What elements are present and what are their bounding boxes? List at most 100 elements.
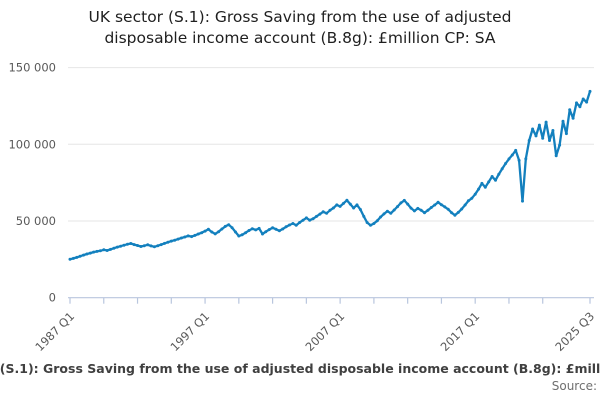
series-point bbox=[301, 218, 305, 222]
series-point bbox=[477, 187, 481, 191]
series-point bbox=[365, 221, 369, 224]
series-point bbox=[176, 237, 180, 241]
series-point bbox=[98, 249, 102, 253]
series-point bbox=[274, 227, 278, 231]
series-point bbox=[213, 232, 217, 236]
series-point bbox=[240, 233, 244, 237]
series-point bbox=[537, 123, 541, 127]
y-axis-tick-label: 100 000 bbox=[8, 137, 56, 151]
series-point bbox=[429, 206, 433, 209]
series-point bbox=[348, 202, 352, 206]
series-point bbox=[78, 254, 82, 258]
series-point bbox=[88, 251, 92, 255]
series-point bbox=[152, 245, 156, 249]
series-point bbox=[369, 223, 372, 227]
series-point bbox=[203, 229, 207, 233]
series-point bbox=[558, 143, 562, 147]
series-point bbox=[433, 203, 437, 207]
x-axis-tick-label: 2017 Q1 bbox=[438, 309, 483, 354]
series-point bbox=[439, 203, 443, 207]
series-point bbox=[139, 245, 143, 248]
series-point bbox=[321, 210, 325, 214]
series-point bbox=[146, 243, 150, 247]
series-point bbox=[585, 100, 589, 104]
series-point bbox=[372, 222, 376, 225]
series-point bbox=[500, 167, 504, 171]
series-point bbox=[463, 203, 467, 207]
series-point bbox=[166, 240, 170, 244]
series-point bbox=[132, 243, 136, 247]
series-point bbox=[382, 212, 386, 216]
series-point bbox=[575, 101, 578, 105]
series-point bbox=[206, 227, 210, 231]
series-point bbox=[571, 116, 575, 120]
series-point bbox=[179, 236, 183, 240]
series-point bbox=[196, 232, 200, 236]
series-point bbox=[315, 214, 318, 218]
series-point bbox=[136, 244, 139, 247]
series-point bbox=[494, 178, 497, 182]
series-point bbox=[504, 162, 508, 165]
series-point bbox=[487, 180, 491, 184]
series-point bbox=[223, 224, 227, 228]
series-point bbox=[521, 199, 524, 203]
x-axis-tick-label: 2025 Q3 bbox=[552, 309, 597, 354]
series-point bbox=[355, 203, 359, 207]
legend-strip: UK sector (S.1): Gross Saving from the u… bbox=[0, 361, 600, 379]
series-point bbox=[183, 235, 187, 239]
series-point bbox=[92, 250, 96, 254]
series-point bbox=[156, 244, 160, 248]
y-axis-tick-label: 50 000 bbox=[16, 214, 56, 228]
series-point bbox=[581, 97, 585, 101]
series-point bbox=[173, 238, 177, 242]
series-point bbox=[480, 181, 484, 185]
series-point bbox=[389, 211, 393, 215]
series-point bbox=[470, 196, 474, 200]
series-point bbox=[119, 244, 123, 248]
series-point bbox=[338, 204, 342, 208]
series-point bbox=[402, 198, 406, 202]
series-point bbox=[190, 235, 194, 239]
series-point bbox=[149, 244, 153, 248]
series-point bbox=[541, 136, 545, 140]
series-point bbox=[142, 244, 146, 248]
series-point bbox=[237, 234, 241, 238]
series-point bbox=[423, 211, 426, 215]
series-point bbox=[490, 175, 494, 178]
series-point bbox=[102, 248, 106, 252]
series-point bbox=[419, 208, 423, 212]
series-point bbox=[163, 241, 166, 245]
series-point bbox=[193, 233, 197, 237]
series-point bbox=[527, 139, 531, 142]
series-point bbox=[335, 203, 339, 207]
series-point bbox=[284, 225, 288, 229]
series-point bbox=[443, 205, 447, 209]
chart-title: UK sector (S.1): Gross Saving from the u… bbox=[88, 8, 512, 47]
series-point bbox=[396, 205, 399, 209]
series-point bbox=[514, 148, 518, 152]
series-point bbox=[426, 208, 430, 212]
series-point bbox=[578, 105, 582, 109]
series-point bbox=[294, 223, 298, 227]
series-point bbox=[409, 206, 413, 210]
source-label: Source: bbox=[551, 379, 597, 393]
series-point bbox=[392, 208, 396, 212]
series-point bbox=[217, 230, 221, 234]
series-point bbox=[169, 239, 173, 243]
series-point bbox=[406, 202, 410, 206]
series-point bbox=[412, 209, 416, 213]
series-point bbox=[234, 230, 237, 234]
x-axis-tick-label: 2007 Q1 bbox=[302, 309, 347, 354]
series-point bbox=[247, 229, 251, 232]
series-point bbox=[342, 201, 345, 205]
series-point bbox=[507, 157, 511, 161]
y-axis-tick-label: 0 bbox=[49, 291, 56, 305]
series-point bbox=[385, 209, 389, 213]
series-point bbox=[483, 185, 487, 189]
series-point bbox=[159, 243, 163, 247]
series-point bbox=[331, 206, 335, 210]
series-point bbox=[450, 211, 454, 215]
series-point bbox=[257, 226, 261, 230]
series-point bbox=[358, 208, 362, 211]
series-point bbox=[271, 226, 275, 230]
